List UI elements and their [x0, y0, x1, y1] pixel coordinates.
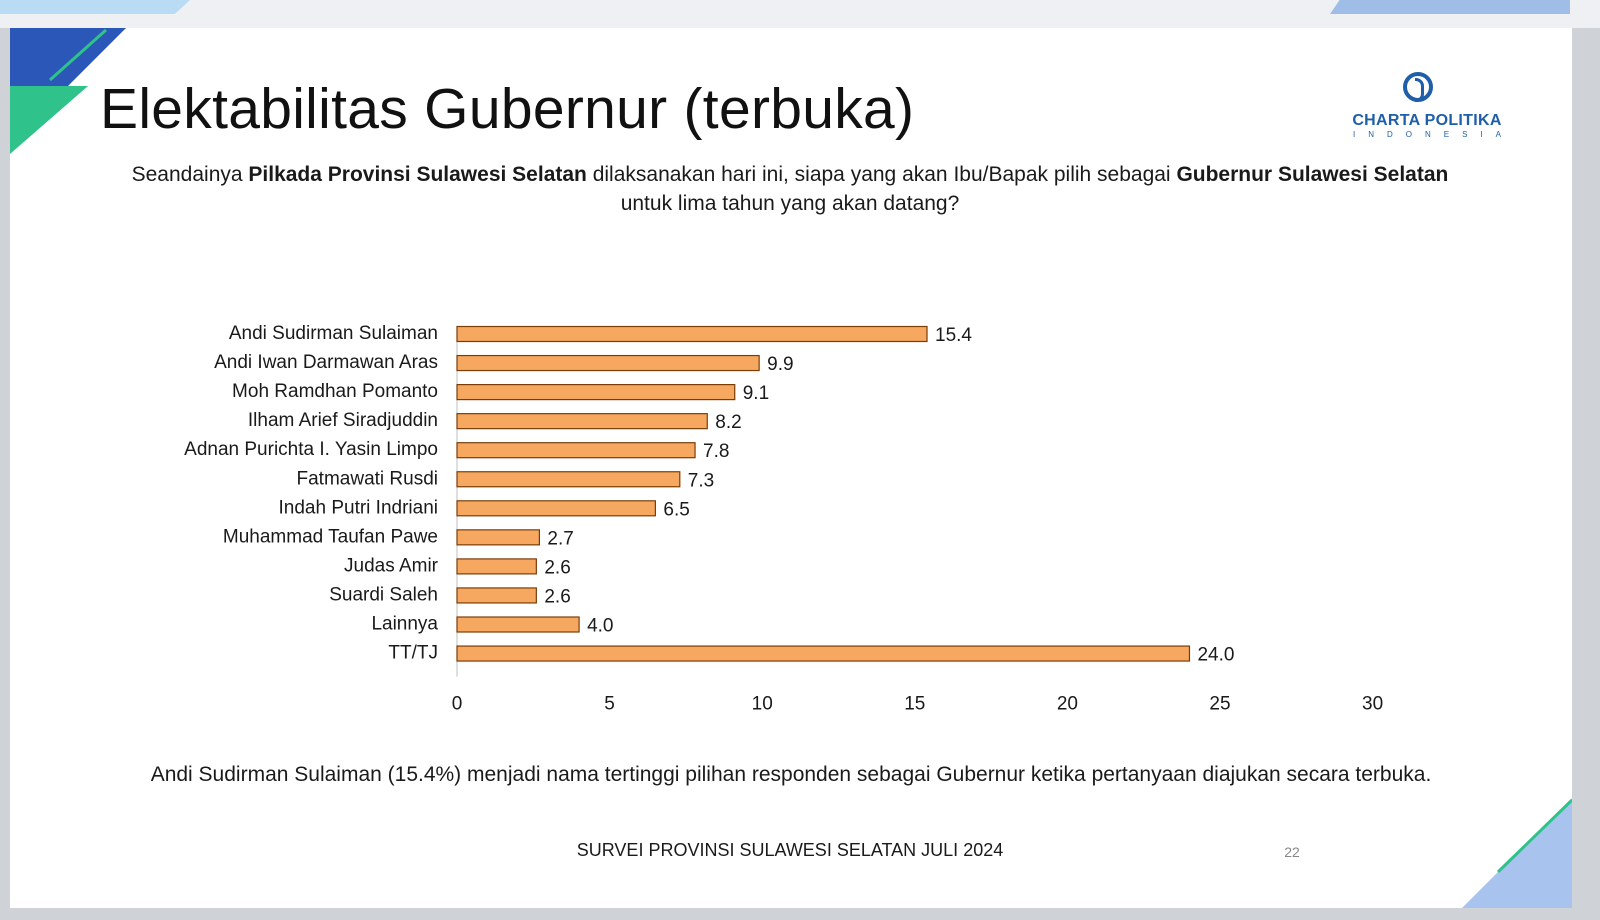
bar — [456, 442, 696, 459]
category-label: Adnan Purichta I. Yasin Limpo — [184, 439, 438, 460]
top-strip — [0, 0, 1600, 28]
question-part: untuk lima tahun yang akan datang? — [620, 192, 960, 215]
bar — [456, 587, 537, 604]
data-label: 7.8 — [703, 441, 729, 462]
category-label: Judas Amir — [344, 555, 439, 576]
x-tick-label: 30 — [1362, 694, 1383, 715]
slide: Elektabilitas Gubernur (terbuka) CHARTA … — [10, 28, 1572, 908]
x-tick-label: 10 — [752, 694, 773, 715]
data-label: 24.0 — [1197, 645, 1234, 666]
x-tick-label: 5 — [604, 694, 615, 715]
data-label: 4.0 — [587, 616, 613, 637]
bar — [456, 325, 928, 343]
top-strip-left-accent — [0, 0, 190, 14]
question-part: Seandainya — [131, 163, 249, 186]
bar — [456, 500, 656, 517]
survey-question: Seandainya Pilkada Provinsi Sulawesi Sel… — [120, 160, 1460, 218]
category-label: Indah Putri Indriani — [279, 497, 439, 518]
bar — [456, 354, 760, 372]
question-part: dilaksanakan hari ini, siapa yang akan I… — [586, 163, 1177, 186]
category-label: Ilham Arief Siradjuddin — [248, 410, 438, 431]
bar — [456, 471, 681, 488]
data-label: 2.6 — [544, 586, 570, 607]
logo-subtitle: INDONESIA — [1352, 130, 1514, 139]
slide-title: Elektabilitas Gubernur (terbuka) — [100, 77, 915, 141]
top-left-decoration — [10, 28, 126, 154]
data-label: 9.9 — [767, 354, 793, 375]
survey-footer: SURVEI PROVINSI SULAWESI SELATAN JULI 20… — [576, 840, 1004, 860]
category-label: Suardi Saleh — [329, 584, 438, 605]
data-label: 7.3 — [688, 470, 714, 491]
data-label: 2.7 — [547, 528, 573, 549]
bar-chart: Andi Sudirman Sulaiman 15.4 Andi Iwan Darm… — [184, 323, 1383, 715]
x-tick-label: 20 — [1057, 694, 1078, 715]
bottom-right-decoration — [1462, 798, 1572, 908]
bar — [456, 529, 541, 546]
bar — [456, 558, 537, 575]
x-tick-label: 15 — [904, 694, 925, 715]
bar — [456, 413, 708, 430]
logo-name: CHARTA POLITIKA — [1352, 112, 1502, 129]
data-label: 9.1 — [743, 383, 769, 404]
category-label: TT/TJ — [388, 643, 438, 664]
x-tick-label: 0 — [452, 694, 463, 715]
data-label: 8.2 — [715, 412, 741, 433]
page-number: 22 — [1284, 844, 1300, 860]
category-label: Andi Iwan Darmawan Aras — [214, 352, 438, 373]
bar — [456, 645, 1191, 662]
charta-politika-logo-icon — [1403, 72, 1433, 102]
charta-politika-logo: CHARTA POLITIKA INDONESIA — [1332, 72, 1522, 142]
top-strip-right-accent — [1330, 0, 1570, 14]
data-label: 2.6 — [544, 557, 570, 578]
summary-text: Andi Sudirman Sulaiman (15.4%) menjadi n… — [150, 763, 1432, 786]
category-label: Lainnya — [371, 614, 438, 635]
bar — [456, 616, 580, 633]
category-label: Muhammad Taufan Pawe — [223, 526, 438, 547]
category-label: Andi Sudirman Sulaiman — [229, 323, 438, 344]
data-label: 6.5 — [663, 499, 689, 520]
question-part: Gubernur Sulawesi Selatan — [1176, 163, 1449, 186]
category-label: Moh Ramdhan Pomanto — [232, 381, 438, 402]
data-label: 15.4 — [935, 325, 972, 346]
question-part: Pilkada Provinsi Sulawesi Selatan — [248, 163, 587, 186]
category-label: Fatmawati Rusdi — [297, 468, 439, 489]
bar — [456, 384, 736, 401]
x-tick-label: 25 — [1209, 694, 1230, 715]
